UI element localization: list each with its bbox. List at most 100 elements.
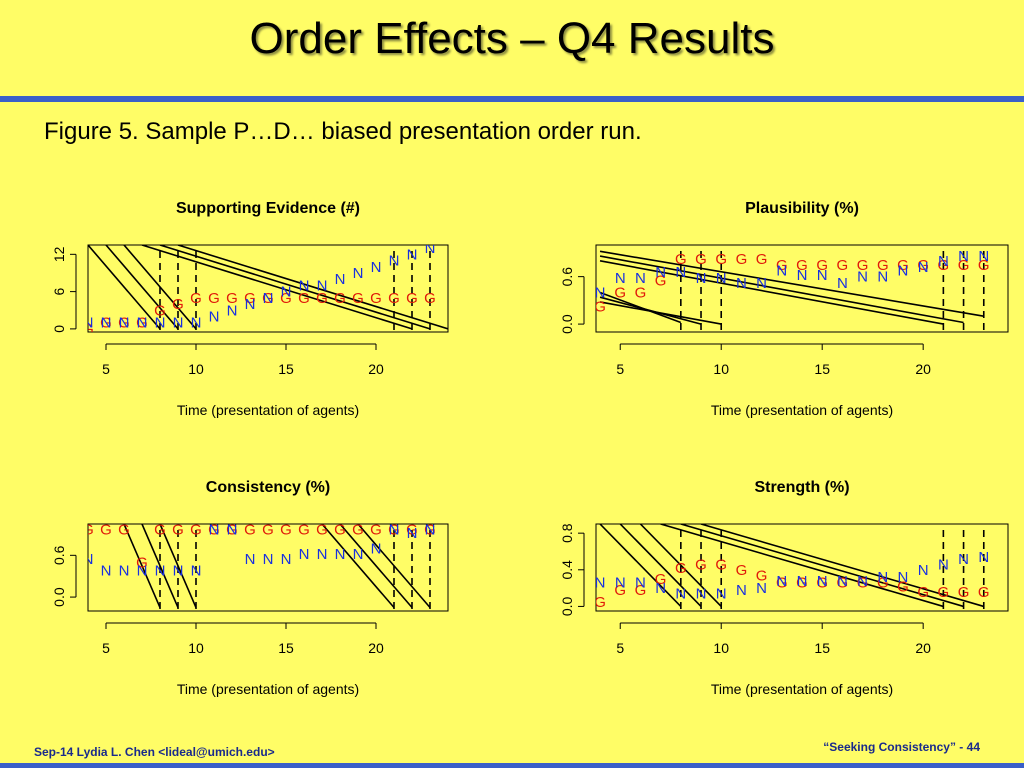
reference-line [123, 245, 197, 330]
point-N: N [797, 573, 808, 590]
point-G: G [877, 257, 889, 274]
point-N: N [736, 275, 747, 292]
reference-line [660, 524, 944, 608]
point-G: G [226, 290, 238, 307]
point-G: G [715, 251, 727, 268]
reference-line [599, 255, 964, 324]
point-N: N [898, 569, 909, 586]
chart-panel-2: Plausibility (%) 5 10 15 20 0.0 0.6 Time (prese… [559, 200, 1009, 418]
point-G: G [897, 578, 909, 595]
chart-title: Plausibility (%) [745, 200, 859, 217]
y-tick-label: 0.6 [51, 545, 67, 565]
point-N: N [655, 264, 666, 281]
point-N: N [245, 296, 256, 313]
point-G: G [978, 584, 990, 601]
point-G: G [675, 560, 687, 577]
point-G: G [190, 522, 202, 539]
x-tick-label: 20 [368, 640, 384, 656]
point-N: N [938, 556, 949, 573]
point-N: N [958, 551, 969, 568]
x-tick-label: 5 [616, 640, 624, 656]
y-tick-label: 12 [51, 246, 67, 262]
point-N: N [655, 580, 666, 597]
point-G: G [154, 522, 166, 539]
y-tick-label: 0.8 [559, 523, 575, 543]
point-G: G [388, 522, 400, 539]
point-G: G [316, 290, 328, 307]
point-G: G [715, 556, 727, 573]
point-N: N [817, 267, 828, 284]
point-G: G [816, 575, 828, 592]
point-N: N [837, 573, 848, 590]
point-N: N [83, 315, 94, 332]
x-tick-label: 5 [102, 361, 110, 377]
point-G: G [635, 284, 647, 301]
point-G: G [334, 522, 346, 539]
point-N: N [797, 267, 808, 284]
point-N: N [191, 563, 202, 580]
x-tick-label: 20 [915, 640, 931, 656]
footer-divider [0, 763, 1024, 768]
point-G: G [655, 571, 667, 588]
point-G: G [594, 299, 606, 316]
point-G: G [776, 575, 788, 592]
point-G: G [280, 522, 292, 539]
point-N: N [101, 563, 112, 580]
x-axis-label: Time (presentation of agents) [177, 402, 359, 418]
point-G: G [298, 290, 310, 307]
point-N: N [877, 269, 888, 286]
point-G: G [816, 257, 828, 274]
point-N: N [635, 270, 646, 287]
title-divider [0, 96, 1024, 102]
point-N: N [281, 551, 292, 568]
point-N: N [595, 575, 606, 592]
point-N: N [716, 270, 727, 287]
chart-title: Supporting Evidence (#) [176, 200, 360, 217]
x-axis-label: Time (presentation of agents) [711, 681, 893, 697]
point-G: G [406, 290, 418, 307]
reference-line [321, 524, 395, 609]
point-N: N [407, 525, 418, 542]
reference-line [599, 301, 722, 325]
chart-panel-4: Strength (%) 5 10 15 20 0.0 0.4 0.8 Time (presen… [559, 479, 1009, 697]
point-N: N [857, 269, 868, 286]
reference-line [105, 245, 179, 330]
point-G: G [190, 290, 202, 307]
reference-line [141, 524, 179, 608]
point-G: G [118, 522, 130, 539]
reference-line [680, 524, 964, 608]
point-N: N [119, 563, 130, 580]
point-G: G [877, 575, 889, 592]
point-N: N [371, 259, 382, 276]
point-N: N [263, 290, 274, 307]
point-G: G [635, 582, 647, 599]
point-G: G [262, 290, 274, 307]
point-N: N [817, 573, 828, 590]
x-tick-label: 15 [278, 640, 294, 656]
point-N: N [696, 586, 707, 603]
point-N: N [958, 248, 969, 265]
x-axis-label: Time (presentation of agents) [177, 681, 359, 697]
footer-author: Sep-14 Lydia L. Chen <lideal@umich.edu> [34, 745, 275, 759]
point-G: G [837, 575, 849, 592]
point-N: N [595, 284, 606, 301]
point-G: G [796, 257, 808, 274]
point-N: N [736, 582, 747, 599]
y-tick-label: 0.0 [51, 587, 67, 607]
x-tick-label: 10 [713, 361, 729, 377]
point-N: N [696, 270, 707, 287]
point-G: G [334, 290, 346, 307]
reference-line [619, 524, 702, 607]
point-G: G [226, 522, 238, 539]
point-G: G [736, 251, 748, 268]
point-N: N [938, 253, 949, 270]
point-G: G [756, 251, 768, 268]
point-G: G [958, 584, 970, 601]
chart-title: Consistency (%) [206, 479, 330, 496]
point-G: G [118, 315, 130, 332]
point-N: N [918, 259, 929, 276]
point-G: G [614, 284, 626, 301]
